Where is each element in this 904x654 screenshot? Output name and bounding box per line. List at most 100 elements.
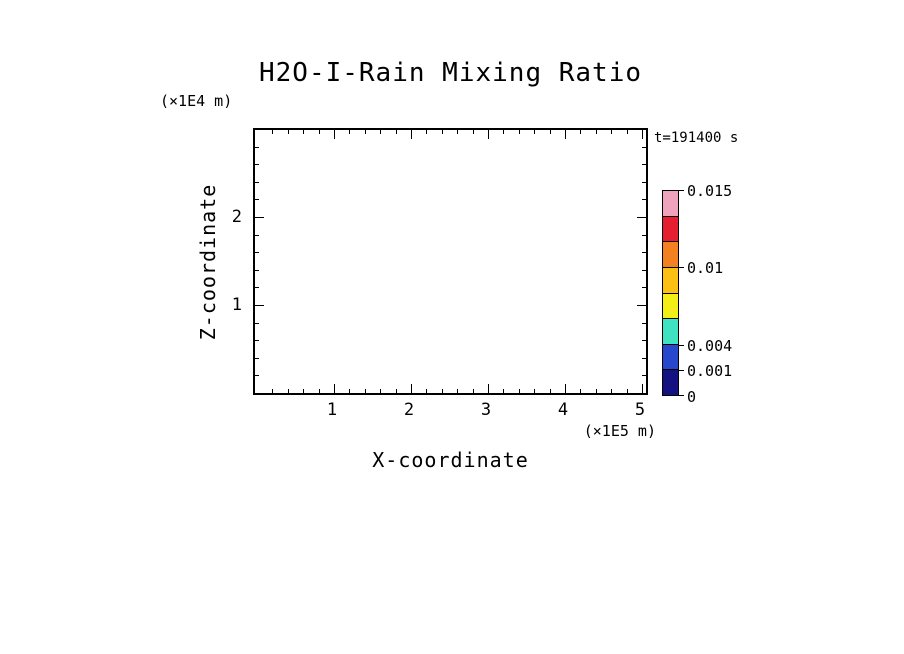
time-annotation: t=191400 s — [654, 130, 739, 146]
x-axis-tick — [380, 130, 382, 134]
x-axis-tick — [488, 384, 489, 393]
colorbar-tick — [679, 345, 684, 346]
x-axis-tick — [303, 130, 305, 134]
colorbar-tick — [679, 370, 684, 371]
z-axis-tick — [255, 305, 264, 306]
colorbar-tick-label: 0.001 — [687, 362, 733, 380]
colorbar-tick-label: 0.01 — [687, 259, 724, 277]
z-axis-tick — [642, 375, 646, 377]
x-axis-tick — [518, 130, 520, 134]
colorbar-segment — [663, 369, 678, 395]
x-axis-tick — [441, 389, 443, 393]
x-axis-tick — [611, 130, 613, 134]
x-axis-tick — [364, 389, 366, 393]
z-axis-tick — [642, 287, 646, 289]
x-tick-label: 4 — [557, 400, 569, 420]
x-axis-tick — [349, 389, 351, 393]
x-axis-tick — [549, 130, 551, 134]
z-axis-tick — [642, 340, 646, 342]
y-tick-label: 2 — [231, 207, 242, 227]
z-axis-tick — [642, 181, 646, 183]
x-axis-tick — [503, 389, 505, 393]
x-axis-tick — [626, 389, 628, 393]
colorbar-segment — [663, 215, 678, 242]
x-axis-tick — [503, 130, 505, 134]
x-axis-tick — [580, 389, 582, 393]
colorbar-segment — [663, 343, 678, 370]
x-axis-tick — [349, 130, 351, 134]
x-axis-tick — [595, 130, 597, 134]
x-axis-tick — [580, 130, 582, 134]
x-axis-tick — [334, 384, 335, 393]
colorbar — [662, 190, 679, 396]
x-axis-tick — [626, 130, 628, 134]
x-tick-label: 5 — [634, 400, 646, 420]
z-axis-tick — [255, 375, 259, 377]
z-axis-tick — [642, 164, 646, 166]
z-axis-tick — [642, 234, 646, 236]
x-axis-tick — [488, 130, 489, 139]
x-axis-tick — [411, 130, 412, 139]
colorbar-tick-label: 0 — [687, 388, 697, 406]
x-axis-tick — [549, 389, 551, 393]
x-axis-tick — [565, 384, 566, 393]
colorbar-segment — [663, 318, 678, 344]
plot-area — [253, 128, 648, 395]
x-axis-label: X-coordinate — [372, 448, 529, 472]
x-axis-tick — [642, 384, 643, 393]
x-tick-label: 1 — [326, 400, 338, 420]
z-axis-tick — [642, 146, 646, 148]
z-axis-tick — [255, 357, 259, 359]
x-axis-tick — [595, 389, 597, 393]
z-axis-tick — [255, 287, 259, 289]
z-axis-tick — [642, 199, 646, 201]
x-axis-tick — [457, 130, 459, 134]
colorbar-tick — [679, 190, 684, 191]
x-axis-tick — [534, 389, 536, 393]
z-axis-tick — [642, 322, 646, 324]
z-axis-tick — [255, 340, 259, 342]
x-axis-tick — [441, 130, 443, 134]
z-axis-tick — [255, 164, 259, 166]
chart-title: H2O-I-Rain Mixing Ratio — [258, 58, 643, 88]
y-tick-label: 1 — [231, 295, 242, 315]
x-axis-tick — [457, 389, 459, 393]
x-axis-tick — [426, 130, 428, 134]
colorbar-segment — [663, 292, 678, 319]
x-axis-tick — [318, 130, 320, 134]
z-axis-tick — [255, 269, 259, 271]
z-axis-tick — [255, 252, 259, 254]
x-axis-tick — [287, 130, 289, 134]
x-axis-tick — [472, 389, 474, 393]
x-axis-unit-label: (×1E5 m) — [583, 422, 656, 440]
colorbar-tick — [679, 395, 684, 396]
z-axis-tick — [642, 357, 646, 359]
x-axis-tick — [395, 389, 397, 393]
x-axis-tick — [364, 130, 366, 134]
colorbar-segment — [663, 266, 678, 293]
x-axis-tick — [318, 389, 320, 393]
x-tick-label: 3 — [480, 400, 492, 420]
x-axis-tick — [472, 130, 474, 134]
x-axis-tick — [272, 130, 274, 134]
x-axis-tick — [334, 130, 335, 139]
z-axis-tick — [255, 217, 264, 218]
z-axis-tick — [255, 181, 259, 183]
x-axis-tick — [287, 389, 289, 393]
colorbar-segment — [663, 191, 678, 216]
x-axis-tick — [642, 130, 643, 139]
z-axis-tick — [255, 199, 259, 201]
x-axis-tick — [565, 130, 566, 139]
x-axis-tick — [534, 130, 536, 134]
x-axis-tick — [411, 384, 412, 393]
x-axis-tick — [395, 130, 397, 134]
x-axis-tick — [272, 389, 274, 393]
y-axis-unit-label: (×1E4 m) — [160, 92, 233, 110]
z-axis-tick — [642, 252, 646, 254]
z-axis-tick — [637, 217, 646, 218]
colorbar-tick — [679, 267, 684, 268]
x-axis-tick — [303, 389, 305, 393]
z-axis-tick — [255, 146, 259, 148]
x-axis-tick — [518, 389, 520, 393]
